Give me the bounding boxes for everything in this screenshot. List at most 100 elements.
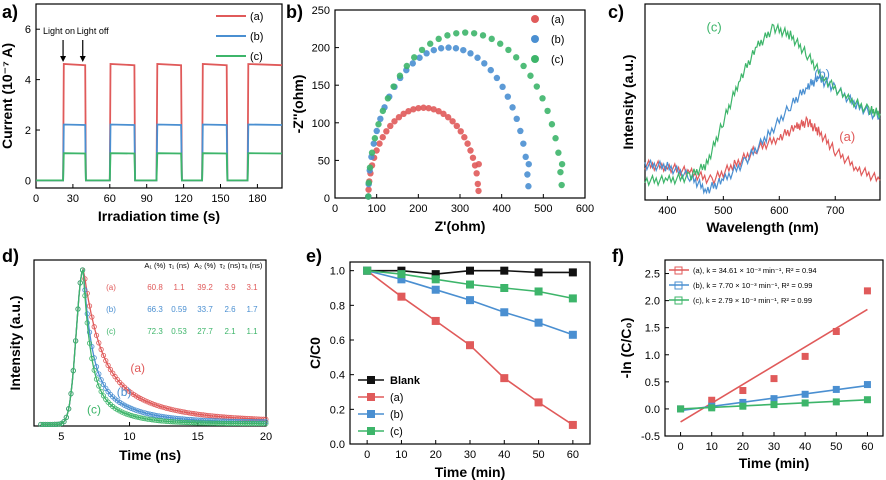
data-point-(a) [464,140,471,147]
data-point-(a) [395,114,403,121]
data-point-(a) [142,398,148,404]
data-point-(c) [98,388,104,395]
y-tick-label: 0.6 [330,335,345,347]
series-label: (b) [117,385,132,399]
data-point-(a) [469,154,477,161]
data-point-(c) [497,40,504,47]
data-point-(b), k = 7.70 × 10⁻³ min⁻¹, R² = 0.99 [832,385,840,393]
x-axis-label: Time (ns) [119,447,181,463]
panel-label-f: f) [612,246,624,266]
x-tick-label: 20 [260,431,272,443]
data-point-(c), k = 2.79 × 10⁻³ min⁻¹, R² = 0.99 [863,396,871,404]
x-tick-label: 0 [33,193,39,205]
y-tick-label: 0 [25,175,31,187]
data-point-(b) [500,308,509,317]
y-tick-label: 4 [25,75,31,87]
data-point-(a) [147,400,153,406]
data-point-(a) [474,180,482,188]
data-point-(c) [568,294,577,303]
data-point-(c) [544,107,551,115]
data-point-(a) [383,128,390,135]
series-line-(c) [36,152,283,182]
legend-label: (c), k = 2.79 × 10⁻³ min⁻¹, R² = 0.99 [693,296,812,305]
data-point-(a) [444,114,452,121]
data-point-(c) [396,72,404,79]
data-point-(c) [61,418,67,425]
x-tick-label: 50 [532,449,544,461]
data-point-(c) [505,46,512,54]
data-point-(c) [466,280,474,289]
legend-label: (b) [390,409,403,421]
data-point-(c), k = 2.79 × 10⁻³ min⁻¹, R² = 0.99 [770,401,778,409]
x-tick-label: 150 [211,193,229,205]
data-point-(a) [473,170,480,177]
chart-panel-c: 400 500 600 700 Wavelength (nm) Intensity (a.… [620,3,881,235]
annotation-1: Light off [77,26,109,36]
x-tick-label: 200 [409,203,427,215]
x-tick-label: 120 [174,193,192,205]
data-point-(b) [370,140,377,147]
data-point-(c) [435,35,442,43]
data-point-(a) [440,110,447,118]
y-axis-label: Intensity (a.u.) [620,55,636,150]
data-point-(c) [121,410,127,416]
legend-marker [531,35,539,43]
data-point-(b) [409,60,416,67]
legend-marker [674,266,683,275]
data-point-(b) [517,127,524,135]
data-point-(c) [96,383,102,389]
data-point-(b) [397,275,406,284]
table-cell: 1.1 [246,327,258,336]
y-tick-label: 0.4 [330,370,345,382]
y-tick-label: 1.0 [645,350,660,362]
y-tick-label: 0.0 [330,439,345,451]
y-tick-label: 2 [25,125,31,137]
series-line-(a) [644,115,881,186]
data-point-(b) [430,46,438,54]
x-tick-label: 500 [534,203,552,215]
data-point-(a) [449,118,456,125]
plot-frame [35,3,283,189]
data-point-(a) [534,398,543,407]
data-point-(b) [513,115,520,123]
data-point-(a) [379,134,386,141]
data-point-(b), k = 7.70 × 10⁻³ min⁻¹, R² = 0.99 [863,381,871,389]
data-point-(a) [415,104,422,112]
y-axis-label: -Z''(ohm) [290,75,306,134]
panel-label-e: e) [306,246,322,266]
table-cell: 1.7 [246,305,258,314]
plot-frame [33,259,267,427]
data-point-(a), k = 34.61 × 10⁻³ min⁻¹, R² = 0.94 [770,375,778,383]
table-cell: 72.3 [147,327,163,336]
data-point-(b) [525,183,532,190]
data-point-(b) [373,127,380,135]
table-header: τ₁ (ns) [169,261,190,270]
legend-label: (b), k = 7.70 × 10⁻³ min⁻¹, R² = 0.99 [693,281,812,290]
data-point-(a) [420,104,427,111]
data-point-(a) [430,106,437,113]
x-tick-label: 60 [861,441,873,453]
table-cell: 3.9 [224,283,236,292]
data-point-(b) [96,371,102,377]
data-point-Blank [466,266,474,275]
x-tick-label: 40 [799,441,811,453]
data-point-(c) [462,29,469,36]
data-point-(b) [504,93,512,100]
legend-marker [367,393,375,401]
panel-label-b: b) [286,2,303,22]
data-point-(b) [481,60,488,67]
arrow-head [79,56,86,62]
data-point-(a) [467,147,474,154]
data-point-(a) [405,108,412,115]
y-tick-label: 100 [312,118,330,130]
data-point-(a) [144,399,151,405]
legend-marker [674,296,683,305]
table-cell: 1.1 [173,283,185,292]
data-point-(a) [100,352,107,359]
data-point-(a) [98,346,104,353]
x-tick-label: 600 [576,203,594,215]
data-point-(b) [128,405,134,412]
x-tick-label: 400 [492,203,510,215]
data-point-(b), k = 7.70 × 10⁻³ min⁻¹, R² = 0.99 [801,390,809,398]
data-point-(b) [509,104,516,111]
